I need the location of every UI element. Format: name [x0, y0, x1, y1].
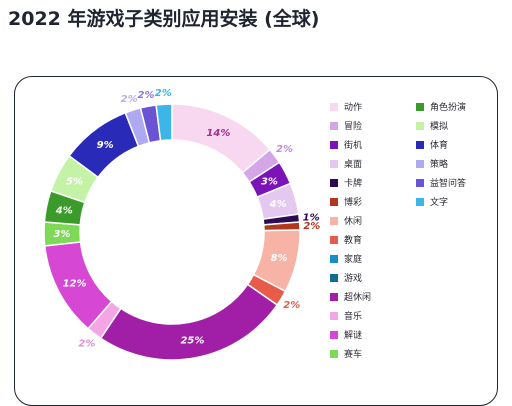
- legend-label: 益智问答: [430, 179, 467, 189]
- legend-label: 赛车: [344, 350, 363, 360]
- slice-label-8: 25%: [180, 336, 204, 347]
- legend-item: 博彩: [330, 195, 362, 208]
- legend-item: 文字: [416, 195, 448, 208]
- slice-label-15: 2%: [121, 94, 138, 105]
- legend-label: 冒险: [344, 122, 363, 132]
- slice-label-17: 2%: [155, 88, 172, 99]
- page-title: 2022 年游戏子类别应用安装 (全球): [8, 8, 320, 30]
- legend-swatch: [330, 330, 338, 339]
- slice-labels: 14%2%3%4%1%2%8%2%25%2%12%3%4%5%9%2% 2% 2%: [54, 88, 321, 350]
- legend-swatch: [330, 235, 338, 244]
- legend-swatch: [330, 102, 338, 111]
- legend-label: 动作: [344, 103, 363, 113]
- legend-item: 体育: [416, 138, 448, 151]
- legend-item: 策略: [416, 157, 448, 170]
- legend-swatch: [416, 159, 424, 168]
- legend-label: 策略: [430, 160, 449, 170]
- legend-swatch: [330, 121, 338, 130]
- legend-label: 街机: [344, 141, 363, 151]
- slice-label-9: 2%: [78, 339, 95, 350]
- legend-label: 模拟: [430, 122, 449, 132]
- slice-label-13: 5%: [66, 176, 83, 187]
- legend-item: 教育: [330, 233, 362, 246]
- chart-legend: 动作冒险街机桌面卡牌博彩休闲教育家庭游戏超休闲音乐解谜赛车 角色扮演模拟体育策略益…: [330, 100, 510, 370]
- legend-swatch: [330, 311, 338, 320]
- legend-label: 解谜: [344, 331, 363, 341]
- legend-label: 休闲: [344, 217, 363, 227]
- donut-slice-17: [155, 103, 173, 142]
- legend-label: 家庭: [344, 255, 363, 265]
- legend-label: 博彩: [344, 198, 363, 208]
- legend-swatch: [416, 121, 424, 130]
- legend-label: 游戏: [344, 274, 363, 284]
- slice-label-5: 2%: [303, 221, 320, 232]
- legend-item: 赛车: [330, 347, 362, 360]
- legend-swatch: [330, 140, 338, 149]
- legend-label: 角色扮演: [430, 103, 467, 113]
- legend-item: 游戏: [330, 271, 362, 284]
- legend-label: 音乐: [344, 312, 363, 322]
- slice-label-12: 4%: [55, 205, 73, 216]
- legend-item: 桌面: [330, 157, 362, 170]
- slice-label-1: 2%: [276, 144, 293, 155]
- legend-label: 文字: [430, 198, 449, 208]
- legend-item: 休闲: [330, 214, 362, 227]
- legend-swatch: [416, 178, 424, 187]
- slice-label-10: 12%: [63, 279, 87, 290]
- legend-label: 超休闲: [344, 293, 372, 303]
- slice-label-14: 9%: [97, 140, 114, 151]
- legend-swatch: [416, 140, 424, 149]
- legend-swatch: [330, 178, 338, 187]
- legend-label: 教育: [344, 236, 363, 246]
- legend-item: 街机: [330, 138, 362, 151]
- legend-swatch: [330, 197, 338, 206]
- legend-item: 家庭: [330, 252, 362, 265]
- legend-item: 超休闲: [330, 290, 371, 303]
- legend-swatch: [330, 254, 338, 263]
- legend-item: 冒险: [330, 119, 362, 132]
- slice-label-0: 14%: [206, 128, 230, 139]
- legend-swatch: [330, 216, 338, 225]
- legend-item: 益智问答: [416, 176, 466, 189]
- legend-swatch: [330, 273, 338, 282]
- donut-slices: [43, 103, 301, 361]
- legend-item: 动作: [330, 100, 362, 113]
- slice-label-16: 2%: [138, 90, 155, 101]
- legend-item: 卡牌: [330, 176, 362, 189]
- legend-swatch: [330, 349, 338, 358]
- slice-label-7: 2%: [283, 300, 300, 311]
- legend-label: 体育: [430, 141, 449, 151]
- legend-swatch: [416, 197, 424, 206]
- legend-label: 卡牌: [344, 179, 363, 189]
- legend-swatch: [330, 159, 338, 168]
- slice-label-4: 1%: [303, 212, 320, 223]
- legend-item: 角色扮演: [416, 100, 466, 113]
- slice-label-3: 4%: [269, 199, 287, 210]
- donut-slice-8: [99, 283, 279, 361]
- slice-label-11: 3%: [54, 229, 71, 240]
- legend-item: 音乐: [330, 309, 362, 322]
- legend-swatch: [330, 292, 338, 301]
- legend-label: 桌面: [344, 160, 363, 170]
- legend-swatch: [416, 102, 424, 111]
- slice-label-6: 8%: [271, 253, 288, 264]
- legend-item: 模拟: [416, 119, 448, 132]
- legend-item: 解谜: [330, 328, 362, 341]
- slice-label-2: 3%: [261, 176, 278, 187]
